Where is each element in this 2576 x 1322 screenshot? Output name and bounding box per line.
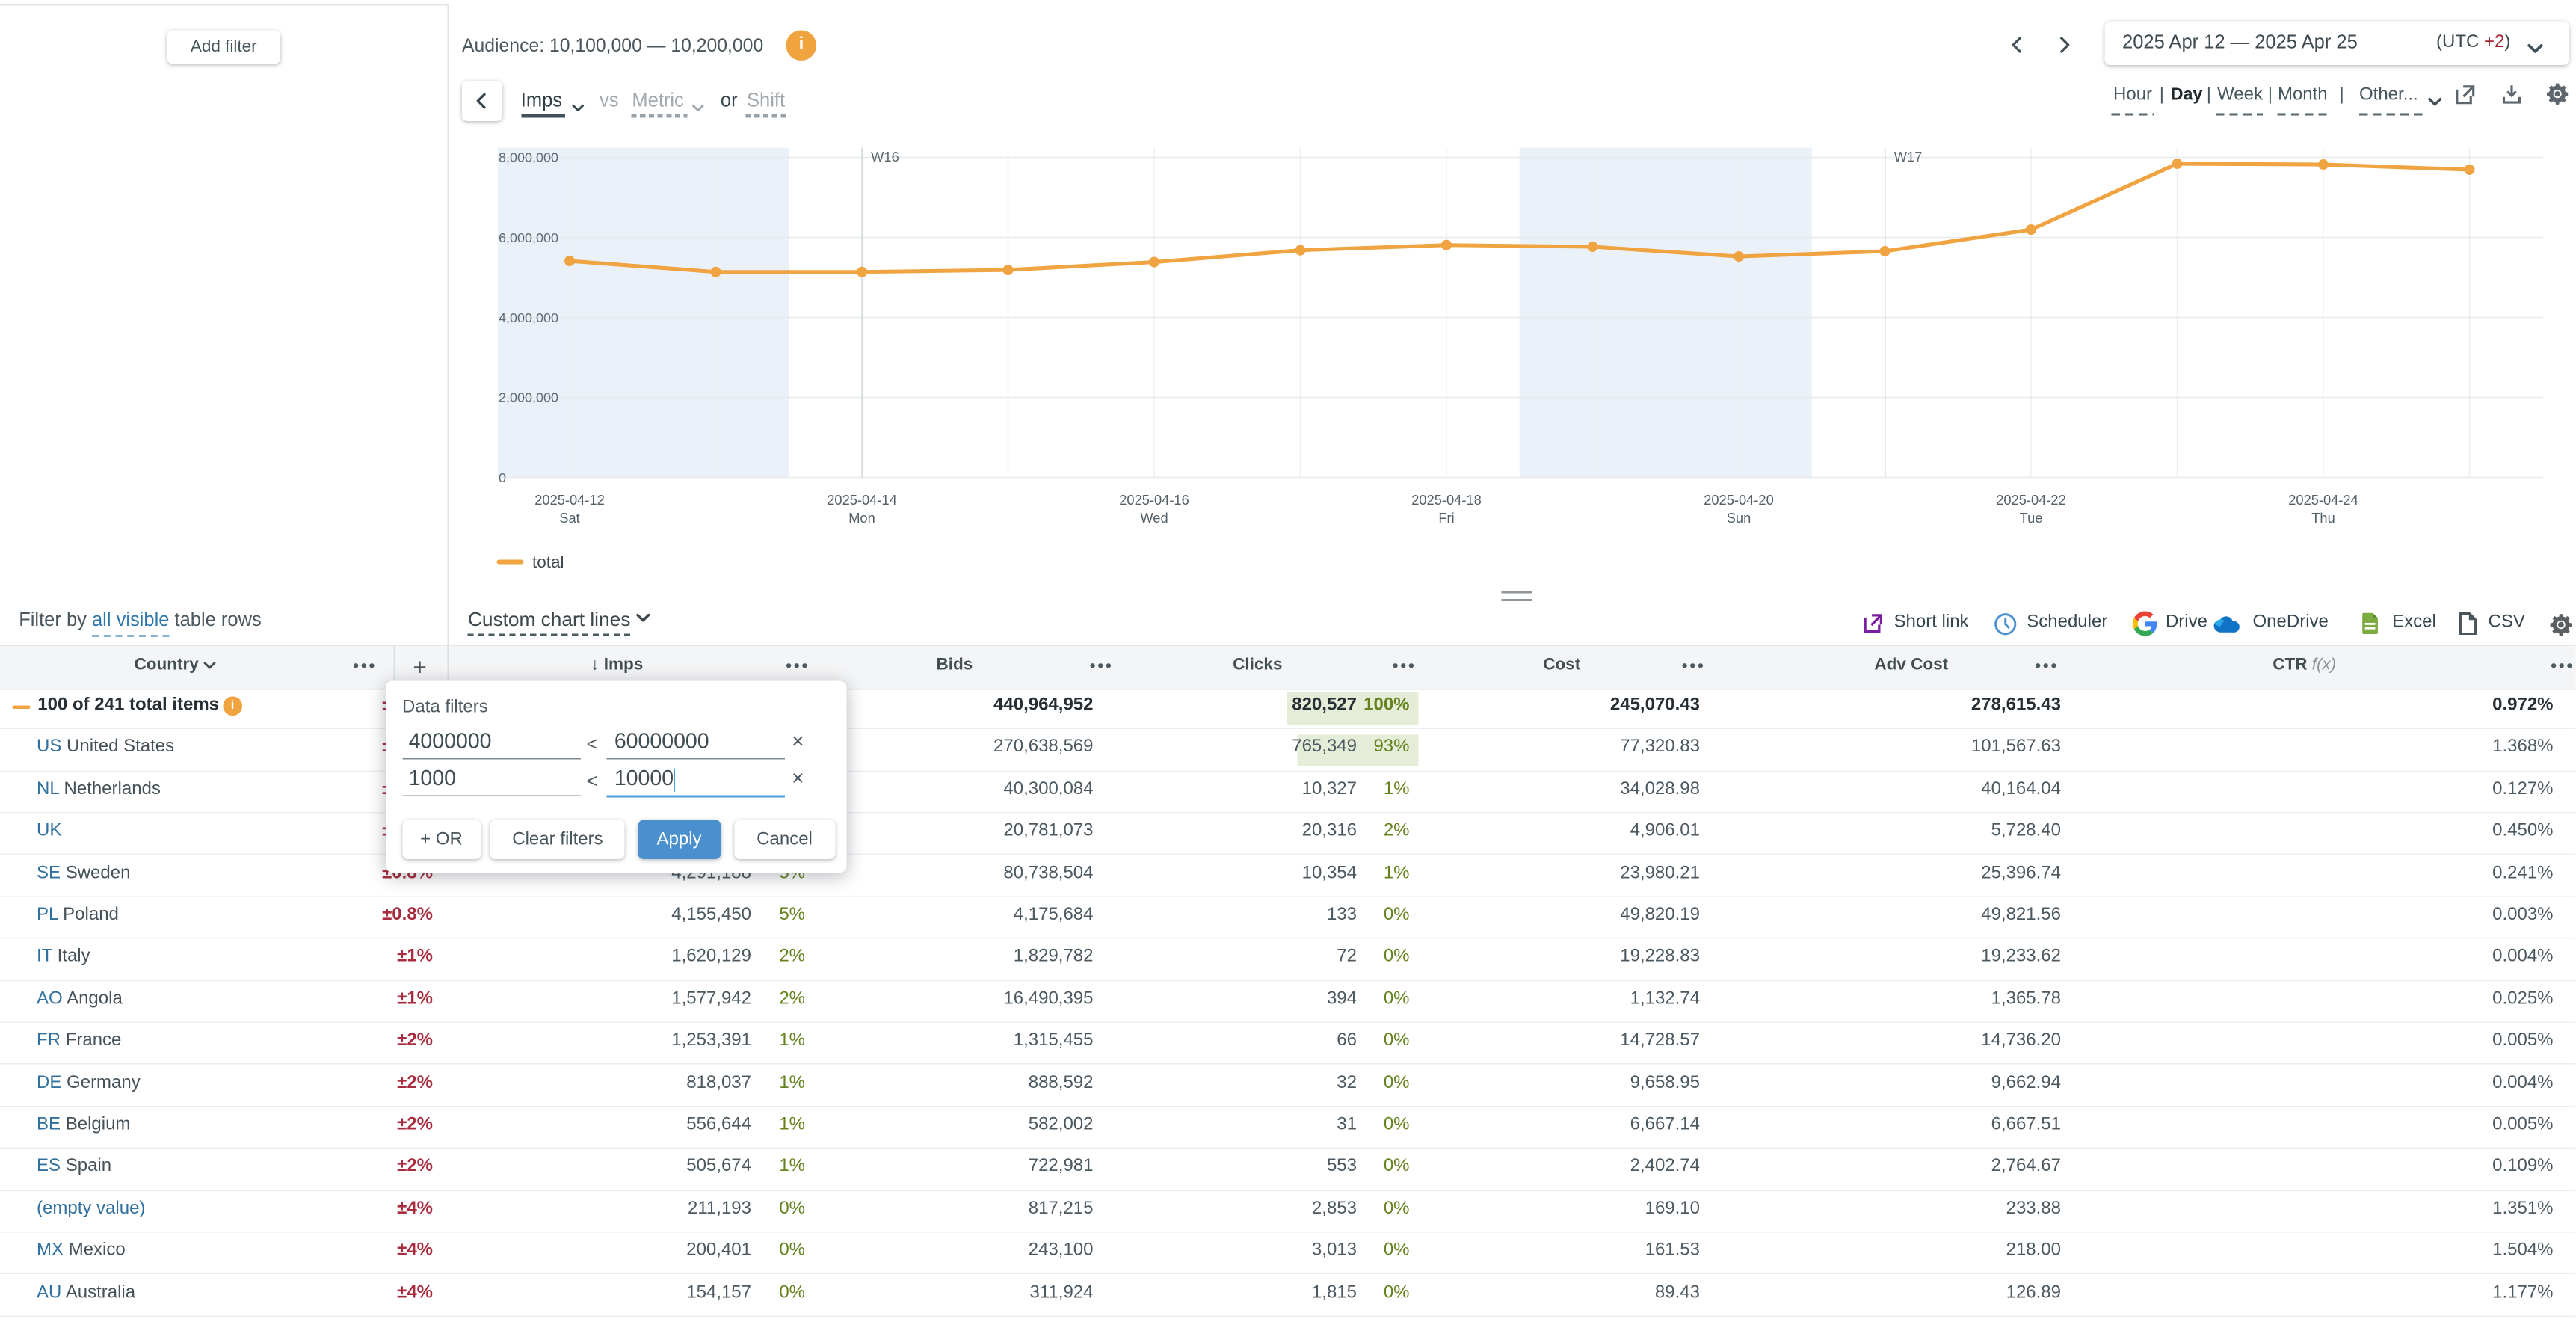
svg-text:2025-04-24: 2025-04-24: [2288, 492, 2358, 508]
svg-text:W16: W16: [871, 149, 899, 165]
svg-text:2025-04-18: 2025-04-18: [1411, 492, 1482, 508]
svg-text:2025-04-16: 2025-04-16: [1119, 492, 1189, 508]
svg-text:2025-04-20: 2025-04-20: [1704, 492, 1774, 508]
svg-text:Mon: Mon: [848, 510, 875, 526]
svg-text:4,000,000: 4,000,000: [499, 310, 558, 325]
svg-text:8,000,000: 8,000,000: [499, 150, 558, 165]
svg-text:W17: W17: [1894, 149, 1923, 165]
svg-text:2025-04-12: 2025-04-12: [534, 492, 605, 508]
svg-text:Sun: Sun: [1727, 510, 1751, 526]
svg-text:2025-04-22: 2025-04-22: [1996, 492, 2066, 508]
svg-text:Tue: Tue: [2020, 510, 2043, 526]
svg-text:6,000,000: 6,000,000: [499, 230, 558, 245]
svg-text:Sat: Sat: [559, 510, 579, 526]
svg-text:2025-04-14: 2025-04-14: [827, 492, 897, 508]
svg-text:0: 0: [499, 470, 506, 485]
svg-text:Fri: Fri: [1438, 510, 1454, 526]
svg-text:Wed: Wed: [1140, 510, 1168, 526]
svg-text:Thu: Thu: [2311, 510, 2335, 526]
svg-text:2,000,000: 2,000,000: [499, 390, 558, 405]
